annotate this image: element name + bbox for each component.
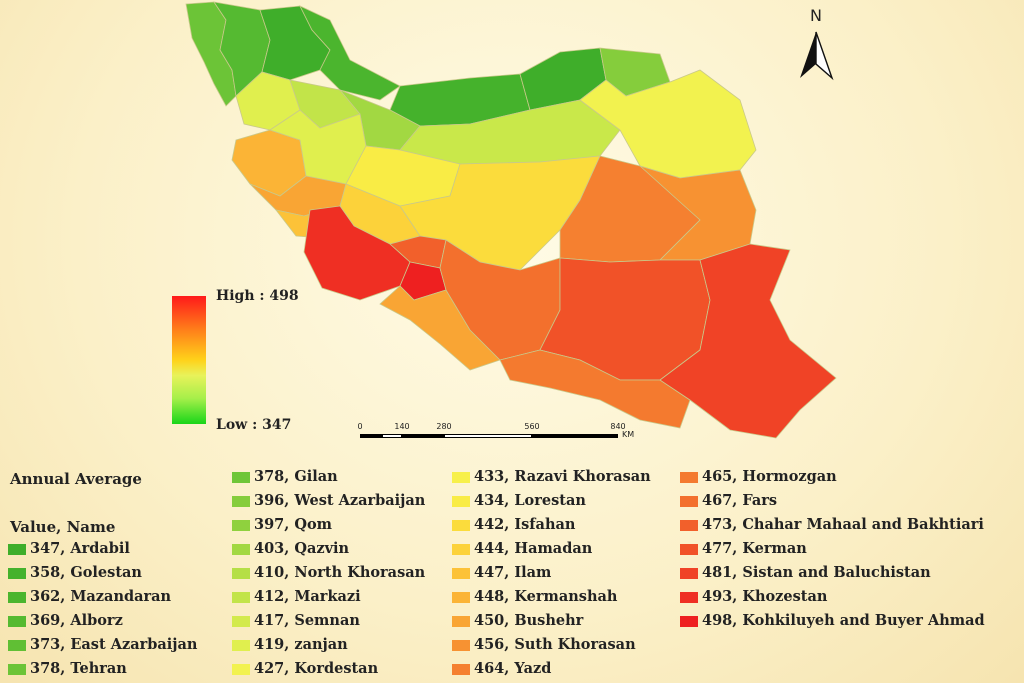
legend-item-label: 412, Markazi <box>254 588 361 605</box>
legend-item-label: 498, Kohkiluyeh and Buyer Ahmad <box>702 612 985 629</box>
legend-item-label: 362, Mazandaran <box>30 588 172 605</box>
scale-segment <box>382 434 402 438</box>
legend-item-label: 358, Golestan <box>30 564 142 581</box>
legend-swatch <box>452 640 470 651</box>
legend-swatch <box>8 568 26 579</box>
legend-title: Annual Average <box>10 470 142 488</box>
legend-item-label: 373, East Azarbaijan <box>30 636 198 653</box>
legend-swatch <box>232 496 250 507</box>
north-arrow: N <box>796 6 836 86</box>
legend-item-label: 347, Ardabil <box>30 540 130 557</box>
legend-item-label: 419, zanjan <box>254 636 348 653</box>
legend-swatch <box>452 544 470 555</box>
iran-choropleth-map <box>185 1 837 439</box>
legend-swatch <box>232 664 250 675</box>
legend-swatch <box>232 592 250 603</box>
legend-item-label: 434, Lorestan <box>474 492 586 509</box>
legend-swatch <box>452 568 470 579</box>
legend-swatch <box>452 664 470 675</box>
legend-swatch <box>232 568 250 579</box>
legend-swatch <box>452 472 470 483</box>
legend-swatch <box>680 568 698 579</box>
region-bushehr <box>379 285 501 371</box>
scale-tick: 140 <box>394 422 410 431</box>
scale-tick: 560 <box>524 422 540 431</box>
legend-swatch <box>680 472 698 483</box>
legend-item-label: 456, Suth Khorasan <box>474 636 636 653</box>
legend-item-label: 378, Tehran <box>30 660 127 677</box>
legend-item-label: 481, Sistan and Baluchistan <box>702 564 931 581</box>
legend-item-label: 473, Chahar Mahaal and Bakhtiari <box>702 516 984 533</box>
legend-item-label: 433, Razavi Khorasan <box>474 468 651 485</box>
legend-swatch <box>452 496 470 507</box>
legend-item-label: 464, Yazd <box>474 660 552 677</box>
scale-unit: KM <box>622 430 635 439</box>
legend-swatch <box>8 592 26 603</box>
legend-swatch <box>680 592 698 603</box>
colorbar-low-label: Low : 347 <box>216 417 292 433</box>
legend-item-label: 396, West Azarbaijan <box>254 492 426 509</box>
region-hormozgan <box>499 349 691 429</box>
legend-swatch <box>680 496 698 507</box>
legend-swatch <box>232 520 250 531</box>
legend-item-label: 444, Hamadan <box>474 540 593 557</box>
legend-item-label: 493, Khozestan <box>702 588 828 605</box>
north-arrow-icon <box>800 31 834 81</box>
legend-swatch <box>232 544 250 555</box>
scale-tick: 840 <box>610 422 626 431</box>
legend-swatch <box>8 640 26 651</box>
legend-item-label: 477, Kerman <box>702 540 807 557</box>
legend-item-label: 450, Bushehr <box>474 612 584 629</box>
region-gilan <box>299 5 401 101</box>
legend: Annual Average Value, Name 347, Ardabil 3… <box>0 464 1024 683</box>
legend-item-label: 397, Qom <box>254 516 333 533</box>
legend-item-label: 448, Kermanshah <box>474 588 618 605</box>
legend-swatch <box>232 640 250 651</box>
legend-swatch <box>232 472 250 483</box>
legend-swatch <box>680 616 698 627</box>
legend-swatch <box>8 664 26 675</box>
legend-swatch <box>680 520 698 531</box>
scale-segment <box>402 434 444 438</box>
legend-swatch <box>232 616 250 627</box>
legend-subtitle: Value, Name <box>10 518 116 536</box>
legend-swatch <box>452 520 470 531</box>
scale-segment <box>532 434 618 438</box>
legend-item-label: 427, Kordestan <box>254 660 379 677</box>
region-sistan-baluchistan <box>659 243 837 439</box>
colorbar-high-label: High : 498 <box>216 288 299 304</box>
legend-swatch <box>8 544 26 555</box>
scale-tick: 0 <box>357 422 363 431</box>
legend-item-label: 378, Gilan <box>254 468 338 485</box>
legend-item-label: 467, Fars <box>702 492 778 509</box>
scale-tick: 280 <box>436 422 452 431</box>
legend-item-label: 403, Qazvin <box>254 540 350 557</box>
legend-item-label: 447, Ilam <box>474 564 552 581</box>
legend-swatch <box>680 544 698 555</box>
legend-item-label: 417, Semnan <box>254 612 360 629</box>
color-ramp <box>172 296 206 424</box>
legend-item-label: 442, Isfahan <box>474 516 576 533</box>
legend-item-label: 465, Hormozgan <box>702 468 837 485</box>
region-razavi-khorasan <box>579 69 757 179</box>
legend-swatch <box>8 616 26 627</box>
north-label: N <box>810 6 822 25</box>
scale-bar: 0 140 280 560 840 KM <box>356 422 646 444</box>
legend-item-label: 410, North Khorasan <box>254 564 426 581</box>
scale-segment <box>444 434 532 438</box>
legend-item-label: 369, Alborz <box>30 612 123 629</box>
legend-swatch <box>452 616 470 627</box>
scale-segment <box>360 434 382 438</box>
legend-swatch <box>452 592 470 603</box>
